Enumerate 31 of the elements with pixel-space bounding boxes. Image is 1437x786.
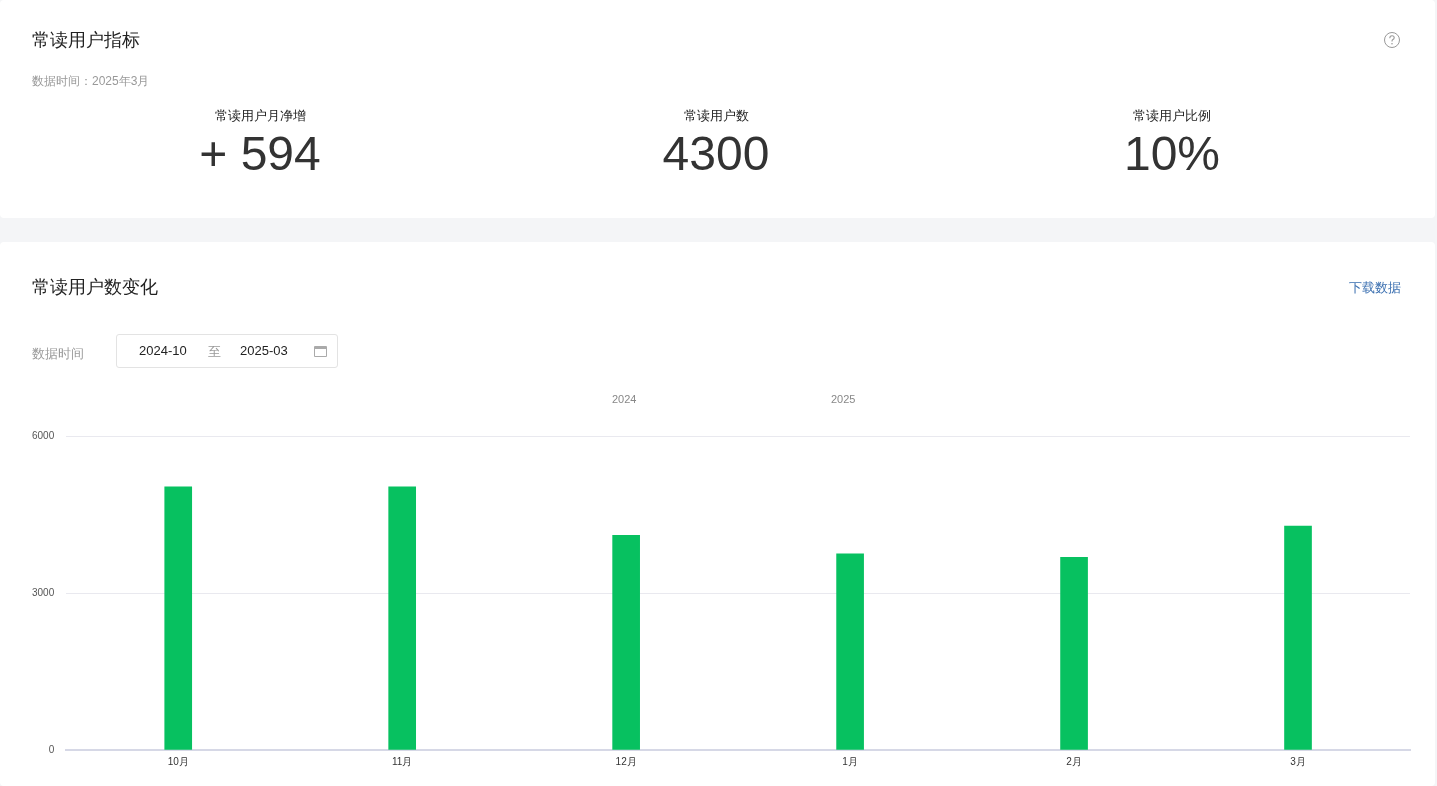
x-tick-label: 2月 — [1066, 755, 1082, 767]
text: 常读用户指标 — [32, 29, 140, 52]
text: 2024 — [612, 393, 637, 405]
text: + 594 — [199, 127, 321, 180]
x-tick-label: 3月 — [1290, 755, 1306, 767]
bar — [836, 553, 864, 750]
text: 4300 — [662, 127, 770, 180]
text: 10% — [1123, 127, 1221, 180]
x-tick-label: 1月 — [842, 755, 858, 767]
text: 下载数据 — [1349, 279, 1401, 297]
text: 2025 — [831, 393, 856, 405]
bar — [612, 535, 640, 750]
text: 至 — [208, 343, 221, 361]
bar — [1284, 525, 1312, 750]
text: 数据时间：2025年3月 — [32, 73, 150, 90]
bar — [164, 486, 193, 750]
chart-title: 常读用户数变化 — [32, 276, 158, 299]
x-tick-label: 11月 — [391, 755, 413, 767]
y-tick-label: 3000 — [32, 586, 55, 598]
x-tick-label: 12月 — [615, 755, 637, 767]
text: 数据时间 — [32, 345, 84, 363]
category-label: 常读用户数 — [682, 107, 750, 125]
y-tick-label: 0 — [48, 743, 55, 755]
text: 2025-03 — [240, 343, 288, 358]
x-tick-label: 10月 — [167, 755, 189, 767]
bar — [388, 486, 417, 750]
text: 2024-10 — [139, 343, 187, 358]
bar — [1060, 557, 1088, 750]
category-label: 常读用户月净增 — [213, 107, 307, 125]
y-tick-label: 6000 — [32, 429, 55, 441]
category-label: 常读用户比例 — [1132, 107, 1212, 125]
